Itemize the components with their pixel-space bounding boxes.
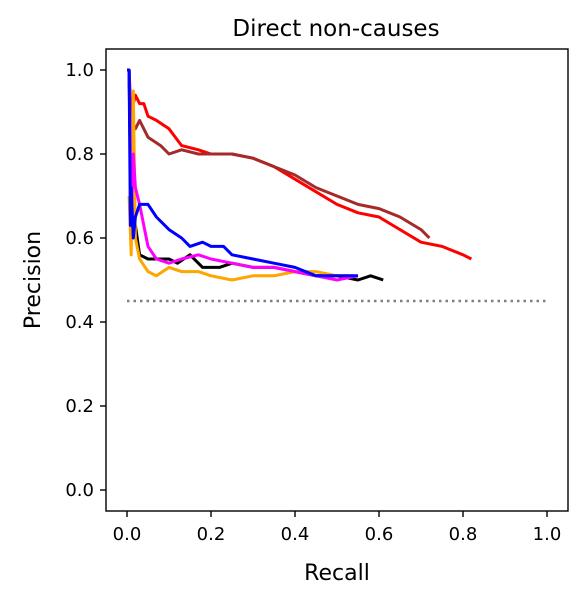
y-axis: 0.0 0.2 0.4 0.6 0.8 1.0	[65, 60, 106, 501]
x-tick-label: 0.6	[365, 524, 394, 545]
plot-frame	[105, 48, 569, 512]
x-axis: 0.0 0.2 0.4 0.6 0.8 1.0	[113, 511, 562, 545]
series-line-1	[127, 82, 473, 261]
y-axis-label: Precision	[21, 231, 46, 329]
x-tick-label: 0.0	[113, 524, 142, 545]
series-line-6	[127, 68, 358, 278]
series-line-5	[127, 69, 359, 282]
y-tick-label: 0.4	[65, 312, 94, 333]
x-axis-label: Recall	[304, 561, 370, 586]
series-line-2	[127, 69, 431, 240]
x-tick-label: 1.0	[533, 524, 562, 545]
x-tick-label: 0.8	[449, 524, 478, 545]
series-layer	[127, 68, 547, 303]
series-line-4	[127, 89, 354, 282]
y-tick-label: 0.6	[65, 228, 94, 249]
y-tick-label: 0.2	[65, 396, 94, 417]
series-line-3	[127, 69, 384, 282]
x-tick-label: 0.4	[281, 524, 310, 545]
y-tick-label: 1.0	[65, 60, 94, 81]
x-tick-label: 0.2	[197, 524, 226, 545]
chart-title: Direct non-causes	[232, 16, 439, 42]
y-tick-label: 0.0	[65, 480, 94, 501]
y-tick-label: 0.8	[65, 144, 94, 165]
